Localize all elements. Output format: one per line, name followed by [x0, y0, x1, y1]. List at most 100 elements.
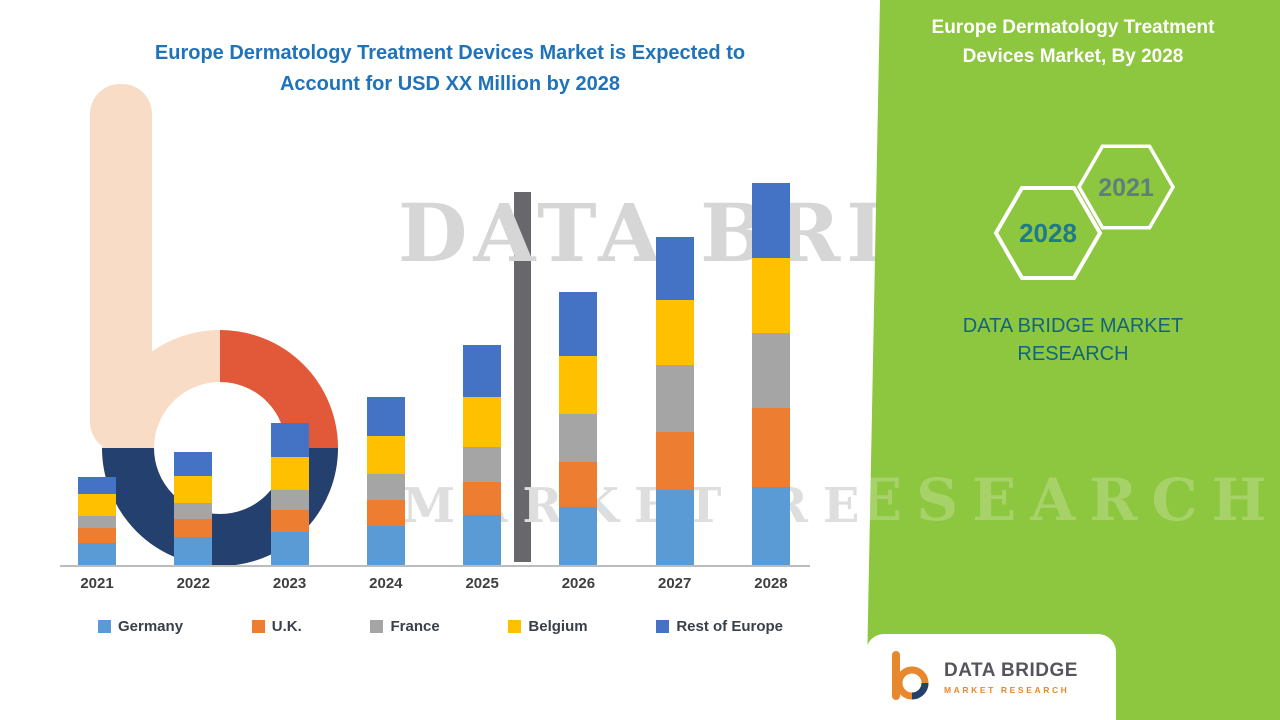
bar-column-2027: [655, 237, 694, 565]
bar-segment-france: [751, 333, 790, 408]
legend-item-belgium: Belgium: [508, 618, 588, 635]
logo-card: DATA BRIDGE MARKET RESEARCH: [866, 634, 1116, 720]
legend-item-rest-of-europe: Rest of Europe: [656, 618, 783, 635]
bar-column-2024: [366, 397, 405, 565]
x-axis-label-2028: 2028: [754, 575, 788, 592]
hexagon-2021-outline: [1076, 144, 1176, 230]
x-axis-labels: 2021 2022 2023 2024 2025 2026 2027 2028: [78, 575, 790, 592]
x-axis-label-2025: 2025: [465, 575, 499, 592]
bar-segment-germany: [463, 515, 502, 565]
bar-segment-france: [559, 414, 598, 462]
x-axis-label-2023: 2023: [272, 575, 307, 592]
logo-text: DATA BRIDGE MARKET RESEARCH: [944, 660, 1078, 695]
bar-segment-u-k: [655, 432, 694, 490]
side-brand-text: DATA BRIDGE MARKET RESEARCH: [866, 312, 1280, 368]
bar-segment-u-k: [270, 510, 309, 532]
bar-segment-rest-of-europe: [366, 397, 405, 436]
bar-segment-rest-of-europe: [174, 452, 213, 476]
x-axis-label-2022: 2022: [176, 575, 210, 592]
bar-segment-germany: [270, 532, 309, 565]
bar-column-2026: [559, 292, 598, 565]
bar-segment-france: [655, 365, 694, 432]
bar-segment-rest-of-europe: [751, 183, 790, 258]
bar-segment-u-k: [559, 462, 598, 507]
bar-segment-u-k: [463, 482, 502, 515]
bar-segment-rest-of-europe: [270, 423, 309, 457]
bar-segment-belgium: [463, 397, 502, 447]
bar-column-2028: [751, 183, 790, 565]
legend-item-france: France: [370, 618, 440, 635]
bar-segment-u-k: [751, 408, 790, 487]
chart-title-line1: Europe Dermatology Treatment Devices Mar…: [154, 42, 746, 64]
bar-segment-belgium: [78, 494, 116, 516]
bar-segment-rest-of-europe: [559, 292, 598, 356]
watermark-b-ring-orange-arc: [219, 330, 338, 449]
x-axis-label-2021: 2021: [80, 575, 114, 592]
hexagon-2021-label: 2021: [1098, 174, 1154, 202]
legend-swatch-u-k: [251, 620, 265, 633]
legend-label-france: France: [390, 618, 440, 635]
bar-segment-germany: [655, 490, 694, 565]
bar-segment-u-k: [366, 500, 405, 526]
watermark-dark-stem: [514, 192, 531, 562]
bar-column-2023: [270, 423, 309, 565]
bar-segment-belgium: [751, 258, 790, 333]
bar-segment-germany: [174, 537, 213, 565]
plot-area: [78, 160, 790, 565]
bar-segment-belgium: [655, 300, 694, 365]
bar-segment-belgium: [174, 476, 213, 503]
legend-label-belgium: Belgium: [528, 618, 588, 635]
side-watermark-fragment: ESEARCH: [858, 466, 1280, 534]
hexagon-badges: 2021 2028: [993, 144, 1176, 280]
legend-label-germany: Germany: [118, 618, 184, 635]
side-panel-title: Europe Dermatology Treatment Devices Mar…: [866, 14, 1280, 71]
bar-segment-germany: [751, 487, 790, 565]
chart-title-line2: Account for USD XX Million by 2028: [279, 73, 621, 95]
bar-column-2025: [463, 345, 502, 565]
legend-swatch-france: [370, 620, 384, 633]
bar-segment-rest-of-europe: [463, 345, 502, 397]
bar-segment-rest-of-europe: [655, 237, 694, 300]
bar-column-2022: [174, 452, 213, 565]
bar-segment-france: [174, 503, 213, 519]
bar-segment-germany: [366, 526, 405, 565]
bar-segment-belgium: [270, 457, 309, 490]
hexagon-2028-outline: [993, 186, 1103, 280]
bar-segment-france: [270, 490, 309, 510]
bar-column-2021: [78, 477, 116, 565]
legend-swatch-rest-of-europe: [656, 620, 670, 633]
x-axis-label-2026: 2026: [561, 575, 596, 592]
bar-segment-u-k: [174, 519, 213, 537]
side-brand-line1: DATA BRIDGE MARKET: [962, 315, 1184, 337]
legend-label-rest-of-europe: Rest of Europe: [676, 618, 783, 635]
x-axis-label-2024: 2024: [369, 575, 403, 592]
bar-segment-germany: [559, 507, 598, 565]
x-axis-line: [60, 565, 810, 567]
bar-segment-rest-of-europe: [78, 477, 116, 494]
side-panel: Europe Dermatology Treatment Devices Mar…: [866, 0, 1280, 720]
legend-label-u-k: U.K.: [271, 618, 302, 635]
legend-swatch-germany: [98, 620, 111, 633]
side-panel-title-line2: Devices Market, By 2028: [962, 45, 1184, 67]
bar-segment-france: [366, 474, 405, 500]
bar-segment-france: [463, 447, 502, 482]
side-panel-title-line1: Europe Dermatology Treatment: [931, 17, 1215, 38]
data-bridge-logo-icon: [892, 651, 929, 700]
logo-brand-name: DATA BRIDGE: [944, 659, 1078, 681]
bar-segment-u-k: [78, 528, 116, 543]
bar-segment-belgium: [366, 436, 405, 474]
logo-tagline: MARKET RESEARCH: [944, 684, 1070, 695]
legend-swatch-belgium: [508, 620, 522, 633]
bar-segment-belgium: [559, 356, 598, 414]
x-axis-label-2027: 2027: [658, 575, 692, 592]
hexagon-2028-label: 2028: [1019, 218, 1077, 248]
chart-legend: Germany U.K. France Belgium Rest of Europe: [98, 618, 783, 635]
legend-item-u-k: U.K.: [251, 618, 302, 635]
bar-segment-france: [78, 516, 116, 528]
side-brand-line2: RESEARCH: [1017, 343, 1129, 365]
chart-title: Europe Dermatology Treatment Devices Mar…: [70, 38, 830, 100]
legend-item-germany: Germany: [98, 618, 183, 635]
bar-segment-germany: [78, 543, 116, 565]
watermark-b-stem: [90, 84, 152, 452]
